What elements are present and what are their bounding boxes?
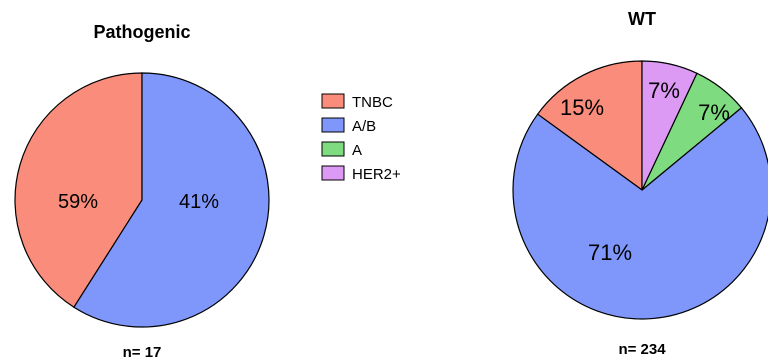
legend-item-a: A: [321, 141, 362, 159]
legend-swatch-ab: [321, 117, 345, 133]
legend-label-tnbc: TNBC: [352, 94, 393, 111]
wt-slice-a-b: [512, 106, 768, 320]
legend-label-a: A: [352, 142, 362, 159]
pathogenic-slice-a-b: [73, 72, 270, 328]
wt-slice-label-a: 7%: [698, 100, 730, 125]
wt-slice-label-her2: 7%: [648, 78, 680, 103]
legend-label-her2: HER2+: [352, 166, 401, 183]
wt-n-label: n= 234: [618, 341, 666, 358]
legend-swatch-tnbc: [321, 93, 345, 109]
pathogenic-chart-title: Pathogenic: [93, 22, 190, 42]
wt-slice-labels: 15% 71% 7% 7%: [560, 78, 730, 265]
wt-pie-chart: WT 15% 71% 7% 7% n= 234: [512, 9, 768, 358]
legend-swatch-a: [321, 141, 345, 157]
pathogenic-n-label: n= 17: [123, 344, 162, 361]
pathogenic-slice-tnbc: [14, 72, 143, 309]
legend-label-ab: A/B: [352, 118, 376, 135]
pathogenic-pie-chart: Pathogenic 41% 59% n= 17: [14, 22, 270, 361]
wt-slices: [512, 60, 768, 320]
wt-slice-label-tnbc: 15%: [560, 95, 604, 120]
wt-slice-her2: [641, 60, 698, 191]
legend-swatch-her2: [321, 165, 345, 181]
pathogenic-slice-labels: 41% 59%: [58, 191, 219, 213]
pathogenic-slices: [14, 72, 270, 328]
legend-item-tnbc: TNBC: [321, 93, 393, 111]
pathogenic-slice-label-a-b: 59%: [58, 191, 98, 213]
wt-chart-title: WT: [628, 9, 656, 29]
legend-item-ab: A/B: [321, 117, 376, 135]
pathogenic-slice-label-tnbc: 41%: [179, 191, 219, 213]
wt-slice-label-a-b: 71%: [588, 240, 632, 265]
legend-item-her2: HER2+: [321, 165, 401, 183]
legend: TNBC A/B A HER2+: [321, 93, 401, 183]
wt-slice-tnbc: [536, 60, 643, 192]
